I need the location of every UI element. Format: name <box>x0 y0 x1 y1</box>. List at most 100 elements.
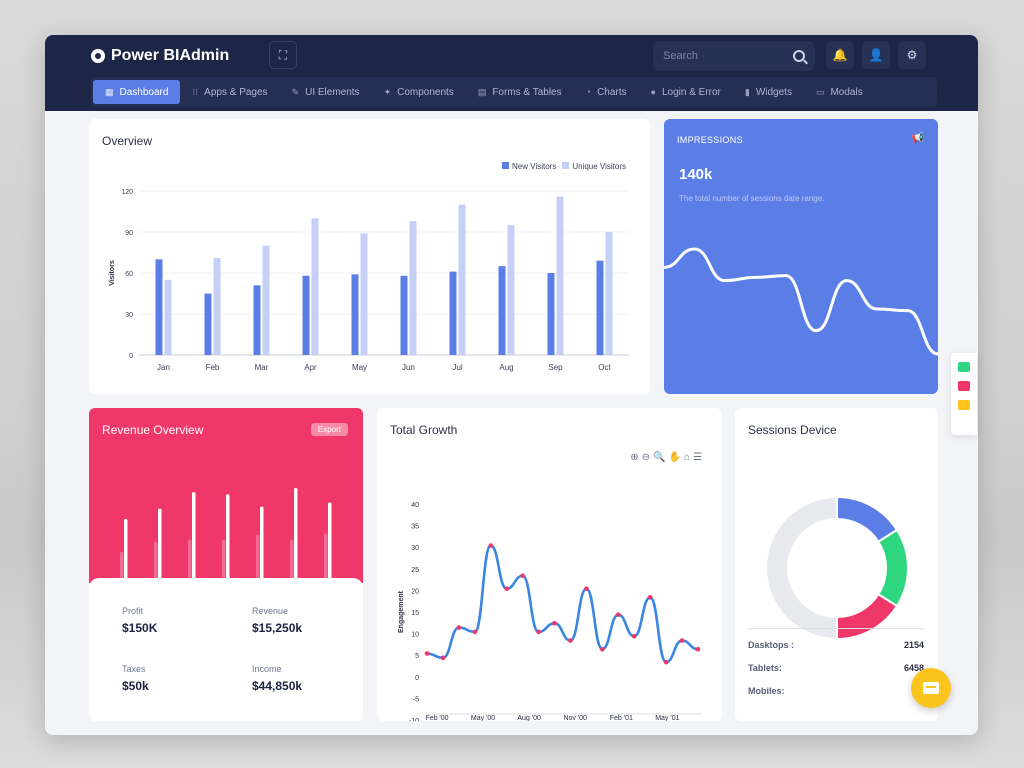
profile-button[interactable]: 👤 <box>862 41 890 69</box>
bar-unique-visitors <box>164 279 172 355</box>
nav-item-label: Apps & Pages <box>204 86 268 98</box>
impressions-description: The total number of sessions date range. <box>679 194 825 203</box>
nav-item-charts[interactable]: ◔ Charts <box>574 80 639 104</box>
legend-unique-visitors[interactable]: Unique Visitors <box>562 162 626 171</box>
zoom-select-icon[interactable]: 🔍 <box>653 452 666 463</box>
modal-icon: ▭ <box>815 86 825 97</box>
y-axis-label: Engagement <box>398 590 405 633</box>
x-tick-label: May '01 <box>655 715 679 721</box>
quick-panel-icon-1[interactable] <box>958 362 970 372</box>
growth-point <box>631 633 637 639</box>
nav-item-login-error[interactable]: ● Login & Error <box>639 80 733 104</box>
bar-new-visitors <box>155 259 163 355</box>
main-nav: ▦ Dashboard ⁝⁝ Apps & Pages ✎ UI Elements ✦ Com… <box>91 77 937 107</box>
brand[interactable]: Power BIAdmin <box>91 45 229 67</box>
chat-button[interactable] <box>911 668 951 708</box>
stat-revenue-value: $15,250k <box>252 621 303 635</box>
x-tick-label: Mar <box>255 363 269 372</box>
impressions-line <box>664 247 938 356</box>
notifications-button[interactable]: 🔔 <box>826 41 854 69</box>
search-input[interactable] <box>663 50 783 62</box>
growth-line <box>426 544 699 664</box>
quick-panel-icon-2[interactable] <box>958 381 970 391</box>
megaphone-icon[interactable]: 📢 <box>911 133 924 144</box>
stat-taxes-label: Taxes <box>122 664 146 674</box>
nav-item-modals[interactable]: ▭ Modals <box>804 80 875 104</box>
revenue-header: Revenue Overview Export <box>89 408 363 583</box>
bar-new-visitors <box>547 273 555 355</box>
impressions-title: IMPRESSIONS <box>677 135 743 145</box>
y-tick-label: 25 <box>411 567 419 574</box>
chat-icon <box>923 682 939 694</box>
bar-new-visitors <box>449 271 457 355</box>
nav-item-label: UI Elements <box>305 86 360 98</box>
x-tick-label: Jul <box>452 363 462 372</box>
pan-icon[interactable]: ✋ <box>668 452 681 463</box>
nav-item-forms-tables[interactable]: ▤ Forms & Tables <box>466 80 574 104</box>
quick-panel-icon-3[interactable] <box>958 400 970 410</box>
reset-home-icon[interactable]: ⌂ <box>683 452 691 463</box>
y-tick-label: -5 <box>413 696 419 703</box>
logo-icon <box>91 49 105 63</box>
stat-income-value: $44,850k <box>252 679 303 693</box>
growth-point <box>488 543 494 548</box>
search-icon[interactable] <box>793 50 805 62</box>
table-icon: ▤ <box>477 86 487 97</box>
y-axis-label: Visitors <box>109 260 116 286</box>
brand-name: Power BIAdmin <box>111 47 230 64</box>
x-tick-label: Feb <box>206 363 220 372</box>
nav-item-ui-elements[interactable]: ✎ UI Elements <box>280 80 372 104</box>
bar-unique-visitors <box>458 204 466 355</box>
growth-point <box>647 595 653 600</box>
impressions-chart <box>664 247 938 356</box>
fullscreen-button[interactable]: ⛶ <box>269 41 297 69</box>
pie-chart-icon: ◔ <box>585 87 592 97</box>
bar-new-visitors <box>253 285 261 355</box>
menu-icon[interactable]: ☰ <box>693 452 702 463</box>
revenue-bar <box>192 492 196 583</box>
x-tick-label: Jun <box>402 363 415 372</box>
growth-point <box>552 620 557 626</box>
lock-icon: ● <box>650 87 656 97</box>
chart-toolbar: ⊕ ⊖ 🔍 ✋ ⌂ ☰ <box>630 452 702 463</box>
nav-item-label: Charts <box>597 86 627 98</box>
revenue-bar-secondary <box>324 533 328 583</box>
nav-item-components[interactable]: ✦ Components <box>372 80 466 104</box>
growth-point <box>424 651 430 656</box>
puzzle-icon: ✦ <box>383 86 392 97</box>
nav-item-apps-pages[interactable]: ⁝⁝ Apps & Pages <box>180 80 279 104</box>
session-row-tablets: Tablets: 6458 <box>748 663 924 673</box>
nav-item-dashboard[interactable]: ▦ Dashboard <box>93 80 181 104</box>
widget-icon: ▮ <box>744 86 750 97</box>
revenue-bar-secondary <box>154 541 158 583</box>
growth-point <box>504 586 510 592</box>
y-tick-label: 20 <box>411 588 419 595</box>
x-tick-label: Aug <box>499 363 513 372</box>
x-tick-label: Feb '01 <box>610 715 633 721</box>
fullscreen-icon: ⛶ <box>278 47 288 62</box>
donut-slice-tablets <box>876 528 909 608</box>
settings-button[interactable]: ⚙ <box>898 41 926 69</box>
bar-unique-visitors <box>360 233 368 355</box>
y-tick-label: 90 <box>125 230 133 237</box>
y-tick-label: 60 <box>125 271 133 278</box>
growth-point <box>600 646 605 652</box>
zoom-in-icon[interactable]: ⊕ <box>630 452 639 463</box>
nav-item-label: Components <box>397 86 454 98</box>
y-tick-label: 30 <box>411 545 419 552</box>
export-button[interactable]: Export <box>310 423 348 436</box>
revenue-bar-secondary <box>290 539 294 583</box>
bar-new-visitors <box>400 275 408 355</box>
x-tick-label: Oct <box>598 363 611 372</box>
overview-card: Overview New Visitors Unique Visitors 0 3… <box>89 119 650 394</box>
sessions-card: Sessions Device Dasktops :2154 Tablets: 6… <box>735 408 938 721</box>
overview-title: Overview <box>102 134 153 148</box>
growth-point <box>456 625 462 630</box>
zoom-out-icon[interactable]: ⊖ <box>641 452 651 463</box>
y-tick-label: 40 <box>411 502 419 509</box>
pen-icon: ✎ <box>291 86 300 97</box>
nav-item-widgets[interactable]: ▮ Widgets <box>733 80 804 104</box>
apps-icon: ⁝⁝ <box>192 86 199 97</box>
growth-title: Total Growth <box>390 423 458 437</box>
legend-new-visitors[interactable]: New Visitors <box>502 162 556 171</box>
